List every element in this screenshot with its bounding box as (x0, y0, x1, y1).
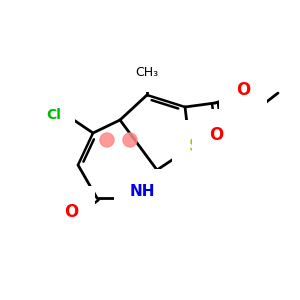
Text: O: O (64, 203, 78, 221)
Text: NH: NH (129, 184, 155, 200)
Text: O: O (209, 126, 223, 144)
Text: CH₃: CH₃ (135, 67, 159, 80)
Text: Cl: Cl (46, 108, 62, 122)
Text: S: S (189, 137, 201, 155)
Text: O: O (236, 81, 250, 99)
Circle shape (100, 133, 114, 147)
Circle shape (123, 133, 137, 147)
